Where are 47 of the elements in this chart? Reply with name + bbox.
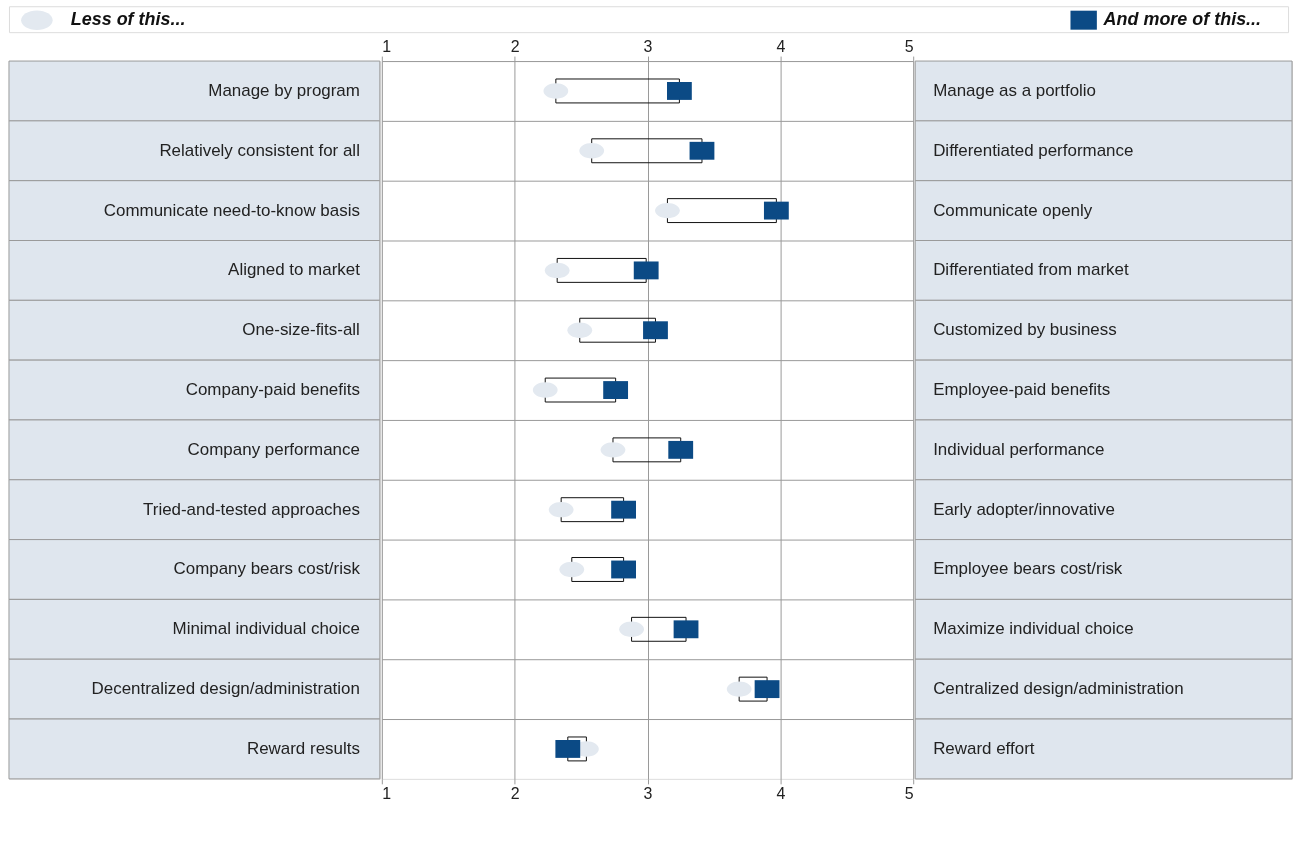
x-tick-label: 5 [904, 37, 914, 55]
y2-tick-label: Individual performance [933, 439, 1105, 459]
x-tick-label: 1 [382, 37, 392, 55]
y2-tick-label: Differentiated performance [933, 140, 1134, 160]
x2-tick-label: 5 [904, 785, 914, 803]
point [643, 321, 668, 340]
y-tick-label: One-size-fits-all [242, 320, 360, 340]
y-tick-label: Aligned to market [228, 260, 361, 280]
y2-tick-label: Maximize individual choice [933, 619, 1134, 639]
point [611, 560, 637, 579]
y2-tick-label: Employee bears cost/risk [933, 559, 1123, 579]
y2-tick-label: Employee-paid benefits [933, 380, 1111, 400]
y2-tick-label: Manage as a portfolio [933, 80, 1097, 100]
legend-label: And more of this... [1102, 9, 1262, 30]
point [611, 500, 637, 519]
point [754, 680, 780, 699]
y2-tick-label: Communicate openly [933, 200, 1093, 220]
legend-label: Less of this... [70, 9, 186, 30]
x2-tick-label: 4 [776, 785, 786, 803]
y2-tick-label: Centralized design/administration [933, 679, 1184, 699]
y-tick-label: Manage by program [208, 80, 360, 100]
x-tick-label: 4 [776, 37, 786, 55]
x-tick-label: 3 [643, 37, 653, 55]
bar [591, 138, 703, 164]
y-tick-label: Company bears cost/risk [173, 559, 361, 579]
point [689, 141, 715, 160]
point [633, 261, 659, 280]
x-tick-label: 2 [510, 37, 520, 55]
y-tick-label: Minimal individual choice [172, 619, 360, 639]
y2-tick-label: Reward effort [933, 738, 1035, 758]
point [668, 440, 694, 459]
y-tick-label: Company-paid benefits [185, 380, 360, 400]
y2-tick-label: Customized by business [933, 320, 1117, 340]
y-tick-label: Relatively consistent for all [159, 140, 360, 160]
x2-tick-label: 2 [510, 785, 520, 803]
x2-tick-label: 3 [643, 785, 653, 803]
y-tick-label: Reward results [246, 738, 360, 758]
y2-tick-label: Differentiated from market [933, 260, 1129, 280]
y-tick-label: Decentralized design/administration [91, 679, 360, 699]
y-tick-label: Company performance [187, 439, 360, 459]
point [763, 201, 789, 220]
y-tick-label: Communicate need-to-know basis [103, 200, 360, 220]
point [673, 620, 699, 639]
bar [555, 78, 680, 104]
y-tick-label: Tried-and-tested approaches [143, 499, 360, 519]
x2-tick-label: 1 [382, 785, 392, 803]
y2-tick-label: Early adopter/innovative [933, 499, 1115, 519]
